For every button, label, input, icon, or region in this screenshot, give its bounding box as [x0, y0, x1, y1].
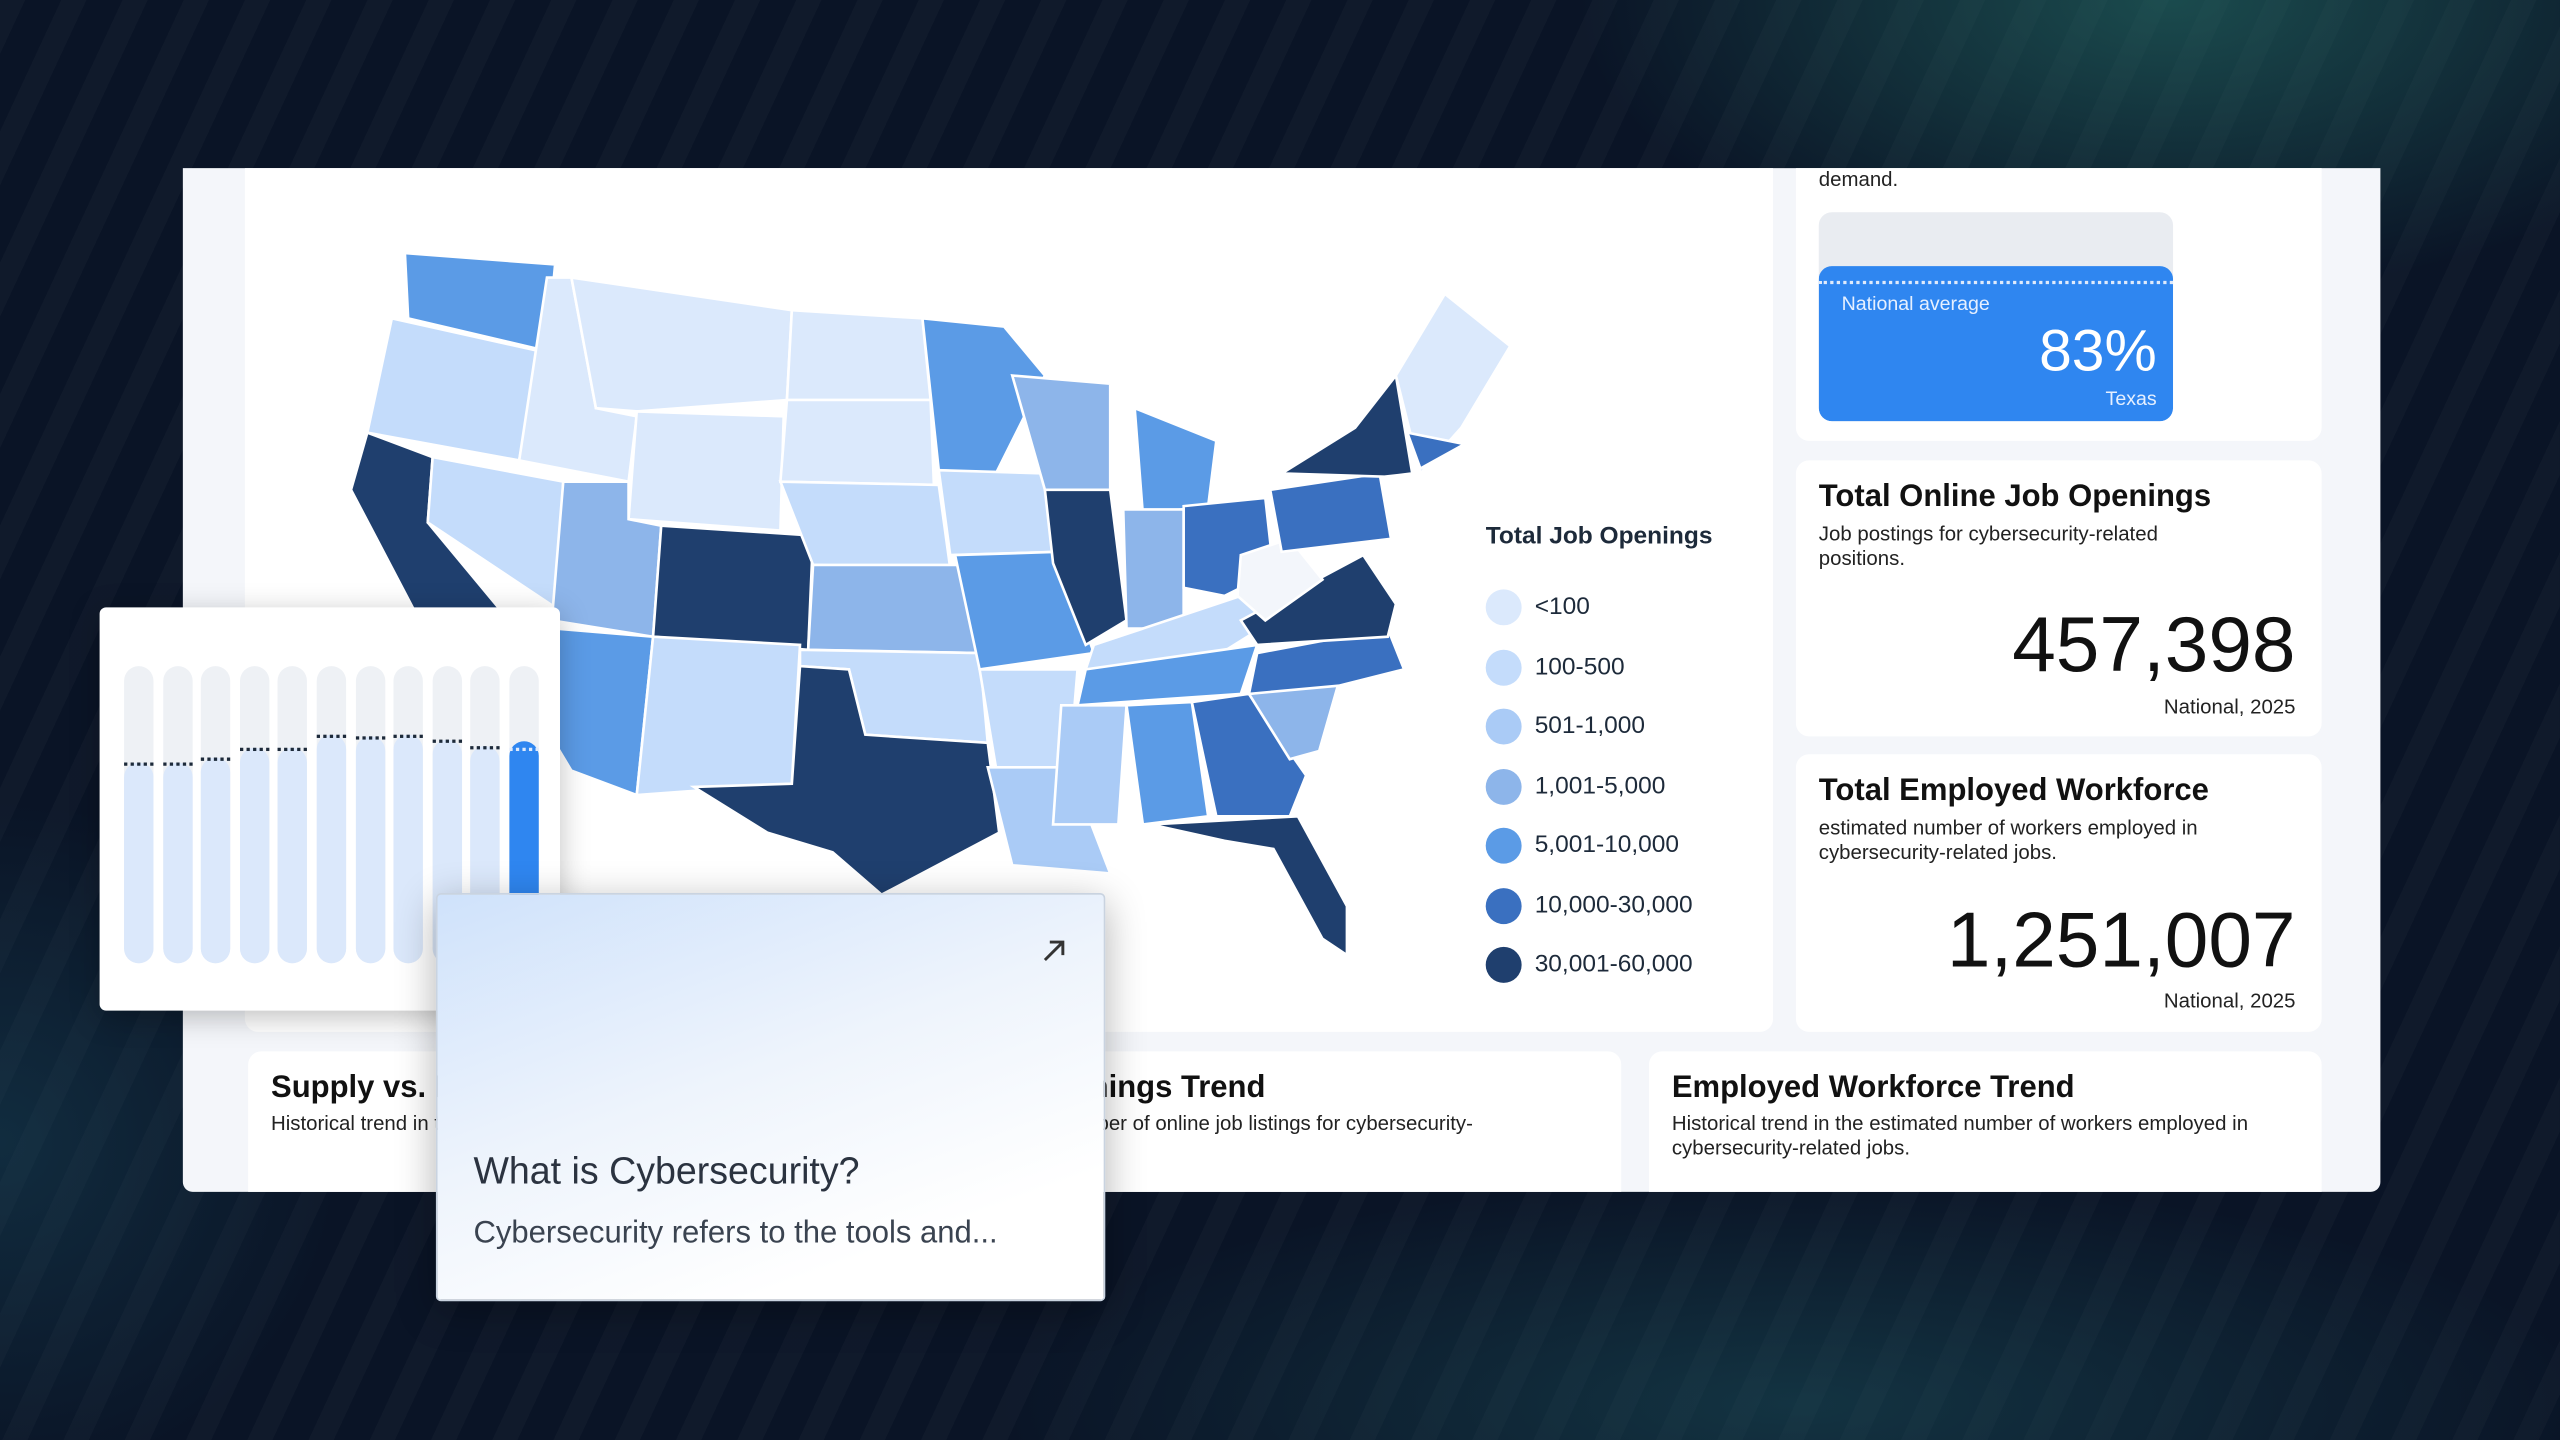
state	[1150, 814, 1349, 958]
state	[1238, 553, 1398, 647]
legend-label: 5,001-10,000	[1534, 831, 1680, 859]
state	[937, 468, 1060, 557]
bar	[316, 734, 347, 964]
legend-swatch	[1485, 768, 1522, 805]
bar	[278, 747, 308, 964]
state	[569, 275, 794, 413]
card-value: 457,398	[2012, 602, 2296, 689]
state	[785, 308, 933, 402]
gauge-state: Texas	[2105, 386, 2157, 410]
state	[1268, 471, 1393, 554]
us-map	[349, 251, 1512, 958]
state	[627, 410, 786, 533]
state	[1043, 488, 1128, 647]
card-title: Employed Workforce Trend	[1671, 1071, 2075, 1106]
state	[1125, 700, 1210, 826]
state	[806, 563, 982, 655]
bar-marker	[432, 739, 462, 743]
gauge: National average 83% Texas	[1818, 212, 2174, 422]
state	[1121, 508, 1185, 630]
state	[1277, 372, 1414, 479]
popup-text: Cybersecurity refers to the tools and...	[473, 1216, 998, 1251]
state	[651, 524, 815, 652]
bar-marker	[509, 747, 539, 752]
card-footnote: National, 2025	[2163, 989, 2296, 1013]
info-popup[interactable]: What is Cybersecurity? Cybersecurity ref…	[435, 893, 1106, 1302]
legend-label: 100-500	[1534, 652, 1625, 680]
bar	[201, 757, 231, 964]
legend-swatch	[1485, 887, 1522, 924]
openings-card: Total Online Job Openings Job postings f…	[1795, 460, 2322, 737]
state	[1133, 406, 1218, 516]
legend-label: 501-1,000	[1534, 711, 1645, 740]
state	[920, 316, 1047, 475]
legend-swatch	[1485, 589, 1522, 626]
gauge-card: cybersecurity workers relative to employ…	[1795, 168, 2322, 441]
map-card: Total Job Openings <100 100-500 501-1,000 1…	[244, 168, 1774, 1032]
bar	[162, 762, 192, 964]
bar	[124, 762, 154, 964]
bar-marker	[278, 747, 308, 752]
bar-marker	[470, 746, 501, 750]
legend-swatch	[1485, 946, 1522, 983]
bar-marker	[316, 734, 347, 739]
state	[1083, 594, 1276, 671]
legend-label: 10,000-30,000	[1534, 890, 1693, 919]
card-title: Total Online Job Openings	[1818, 479, 2212, 515]
bar-marker	[124, 762, 154, 766]
open-icon[interactable]	[1038, 934, 1071, 967]
legend-label: 30,001-60,000	[1534, 950, 1693, 978]
trend-card[interactable]: Employed Workforce Trend Historical tren…	[1648, 1051, 2322, 1192]
legend-swatch	[1485, 708, 1522, 745]
gauge-fill	[1818, 266, 2174, 422]
mini-chart-card	[99, 607, 560, 1011]
card-value: 1,251,007	[1946, 897, 2296, 985]
bar-marker	[201, 757, 231, 761]
legend-label: 1,001-5,000	[1534, 771, 1666, 800]
gauge-marker	[1818, 280, 2174, 285]
legend-swatch	[1485, 827, 1522, 864]
bar-marker	[162, 762, 192, 766]
card-description: Job postings for cybersecurity-related p…	[1818, 522, 2158, 570]
state	[778, 398, 936, 487]
legend-swatch	[1485, 648, 1522, 685]
gauge-value: 83%	[2039, 316, 2157, 384]
state	[1405, 430, 1469, 471]
gauge-description: cybersecurity workers relative to employ…	[1818, 168, 1899, 192]
legend-label: <100	[1534, 592, 1590, 621]
gauge-label: National average	[1841, 292, 1990, 316]
bar	[239, 747, 270, 964]
state	[1051, 703, 1128, 826]
card-footnote: National, 2025	[2163, 695, 2296, 719]
state	[635, 635, 802, 797]
bar-marker	[393, 734, 424, 739]
bar	[393, 734, 424, 964]
legend-title: Total Job Openings	[1485, 522, 1713, 551]
state	[1190, 692, 1308, 818]
bar	[355, 736, 385, 964]
card-title: Total Employed Workforce	[1818, 773, 2209, 809]
card-description: estimated number of workers employed in …	[1818, 816, 2198, 864]
workforce-card: Total Employed Workforce estimated numbe…	[1795, 754, 2322, 1032]
bar-marker	[239, 747, 270, 752]
card-description: Historical trend in the estimated number…	[1671, 1111, 2249, 1160]
popup-title: What is Cybersecurity?	[473, 1149, 860, 1192]
bar-marker	[355, 736, 385, 740]
